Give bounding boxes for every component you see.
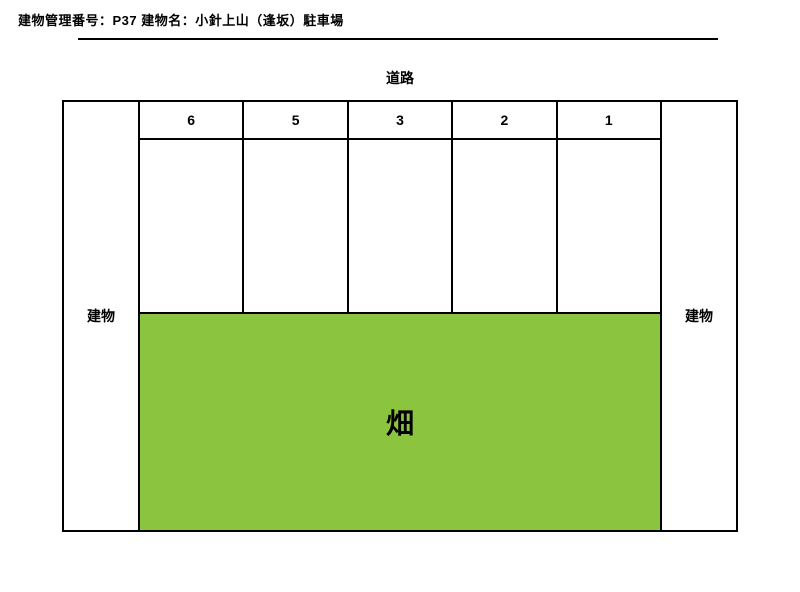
field-block: 畑	[140, 312, 660, 530]
page: 建物管理番号：P37 建物名：小針上山（逢坂）駐車場 道路 建物 6 5 3 2…	[0, 0, 800, 592]
stall-cell	[558, 140, 660, 312]
page-title: 建物管理番号：P37 建物名：小針上山（逢坂）駐車場	[18, 10, 344, 29]
stall-body-row	[140, 140, 660, 312]
stall-number: 6	[140, 102, 244, 138]
stall-number: 3	[349, 102, 453, 138]
stall-cell	[140, 140, 244, 312]
stall-cell	[244, 140, 348, 312]
stall-number: 5	[244, 102, 348, 138]
diagram-center: 6 5 3 2 1 畑	[140, 102, 660, 530]
title-underline	[78, 38, 718, 40]
stall-cell	[349, 140, 453, 312]
road-label: 道路	[0, 68, 800, 88]
stall-number: 2	[453, 102, 557, 138]
building-block-left: 建物	[64, 102, 140, 530]
stall-number: 1	[558, 102, 660, 138]
stall-cell	[453, 140, 557, 312]
stall-number-row: 6 5 3 2 1	[140, 102, 660, 140]
building-block-right: 建物	[660, 102, 736, 530]
parking-diagram: 建物 6 5 3 2 1 畑 建物	[62, 100, 738, 532]
